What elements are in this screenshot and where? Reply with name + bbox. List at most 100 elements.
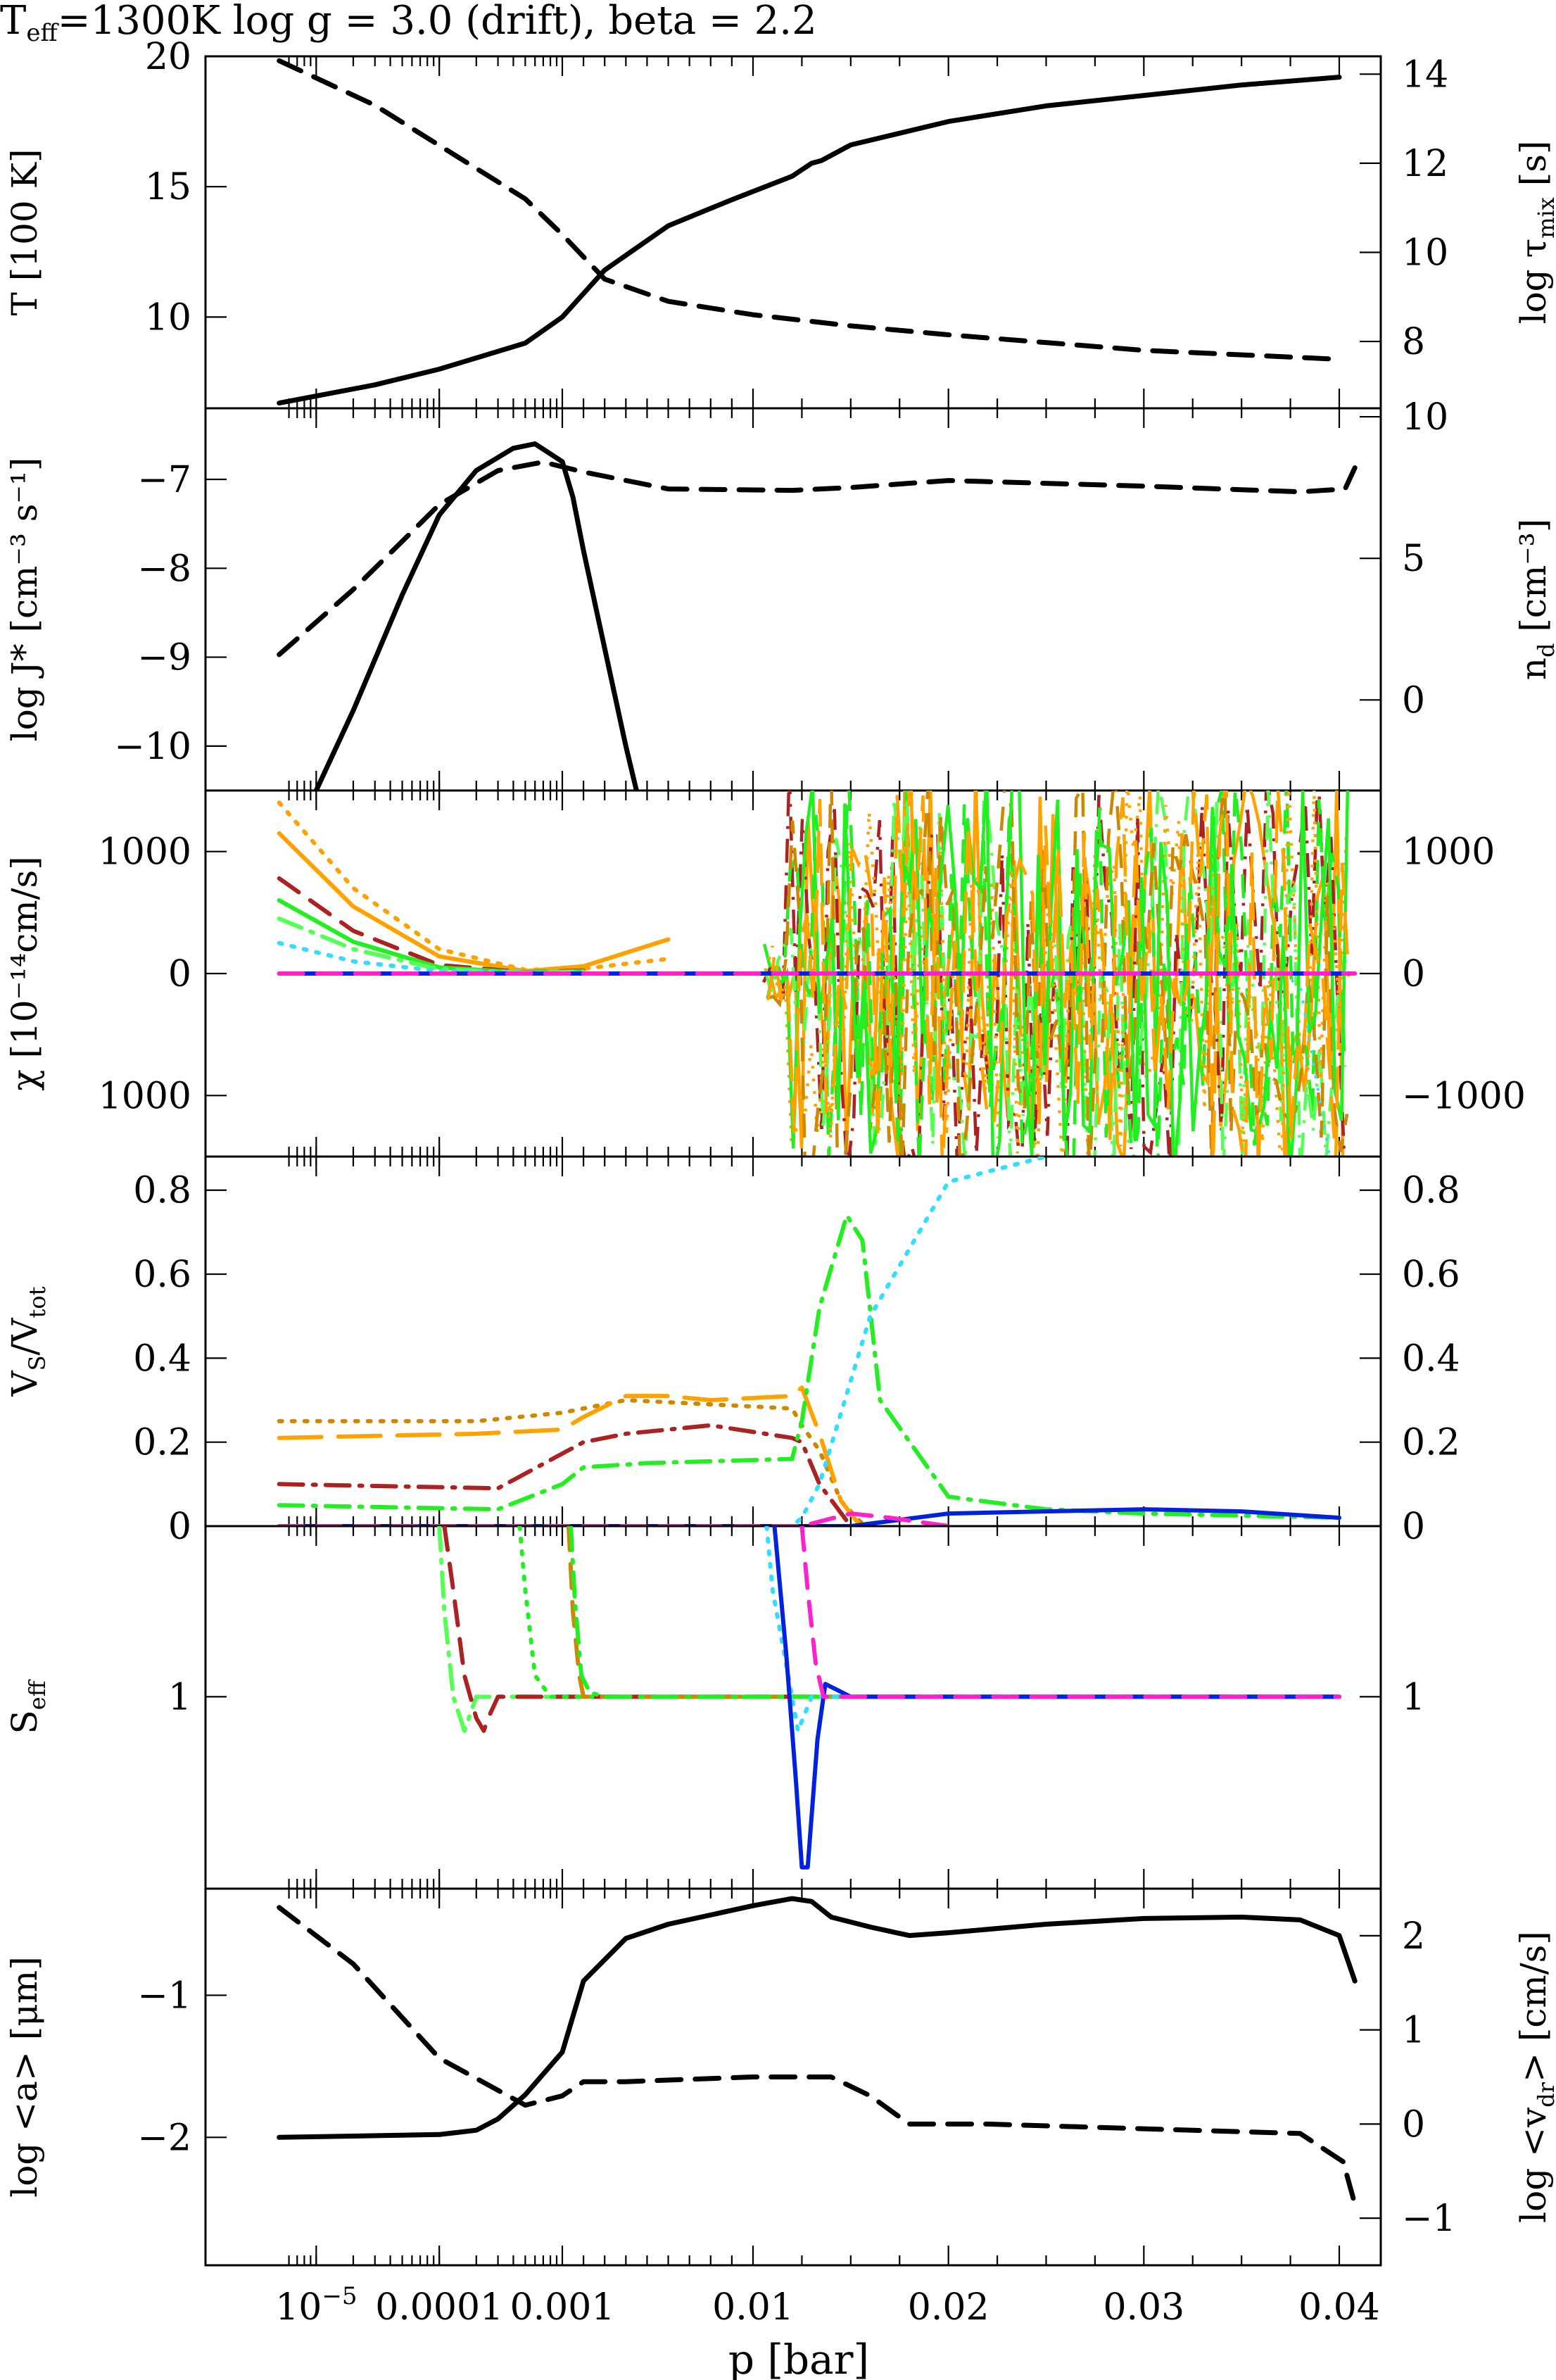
panel-6: −1 −2 2 1 0 −1 log <a> [μm] log <vdr> [cm/s] — [4, 1887, 1556, 2267]
y-right-tick-label: 0.4 — [1402, 1337, 1460, 1380]
y-right-tick-label: 8 — [1402, 321, 1425, 363]
y-left-tick-label: −9 — [137, 637, 191, 679]
y-left-axis-label: T [100 K] — [4, 149, 45, 316]
y-right-tick-label: 10 — [1402, 232, 1448, 274]
y-right-tick-label: 1000 — [1402, 831, 1495, 874]
y-left-tick-label: 10 — [145, 296, 191, 339]
x-tick-label: 0.0001 — [375, 2286, 503, 2329]
y-right-tick-label: 2 — [1402, 1915, 1425, 1958]
y-left-tick-label: 0.2 — [133, 1422, 191, 1464]
y-right-tick-label: 14 — [1402, 53, 1448, 96]
series-line — [277, 58, 1342, 362]
y-left-tick-label: 0 — [168, 1506, 191, 1548]
y-right-tick-label: 0 — [1402, 2103, 1425, 2146]
x-tick-label: 0.04 — [1298, 2286, 1380, 2329]
y-left-axis-label: Seff — [4, 1679, 51, 1734]
series-line — [277, 1507, 1341, 1526]
noise-series-line — [766, 791, 1351, 1157]
x-tick-label: 0.03 — [1103, 2286, 1184, 2329]
y-right-tick-label: 1 — [1402, 1676, 1425, 1718]
panel-4: 0 0.2 0.4 0.6 0.8 0 0.2 0.4 0.6 0.8 VS/Vtot — [4, 1155, 1460, 1548]
y-left-axis-label: VS/Vtot — [4, 1286, 51, 1397]
y-left-tick-label: 1000 — [99, 831, 191, 874]
x-tick-labels: 10−5 0.0001 0.001 0.01 0.02 0.03 0.04 — [275, 2282, 1380, 2329]
panel-frame — [204, 1887, 1382, 2267]
y-left-tick-label: −2 — [137, 2117, 191, 2159]
y-left-tick-label: −8 — [137, 548, 191, 590]
panel-frame — [204, 407, 1382, 792]
y-right-tick-label: 0.6 — [1402, 1254, 1460, 1296]
series-line — [645, 1157, 1049, 1526]
figure-title: Teff=1300K log g = 3.0 (drift), beta = 2… — [0, 0, 817, 47]
y-left-axis-label: log <a> [μm] — [4, 1956, 45, 2197]
y-left-tick-label: −10 — [114, 726, 191, 768]
series-line — [277, 831, 671, 974]
x-tick-label: 0.01 — [712, 2286, 794, 2329]
y-left-tick-label: 20 — [145, 36, 191, 78]
series-line — [277, 75, 1342, 406]
y-left-tick-label: 1 — [168, 1676, 191, 1718]
series-line — [567, 1526, 1341, 1699]
y-left-tick-label: 1000 — [99, 1075, 191, 1117]
y-right-axis-label: log <vdr> [cm/s] — [1513, 1931, 1556, 2223]
series-line — [569, 1526, 1341, 1699]
y-right-tick-label: 0 — [1402, 953, 1425, 995]
y-right-tick-label: 10 — [1402, 396, 1448, 439]
y-left-tick-label: 15 — [145, 166, 191, 208]
y-right-axis-label: nd [cm⁻³] — [1513, 519, 1556, 680]
series-line — [313, 441, 639, 791]
y-left-tick-label: 0.6 — [133, 1254, 191, 1296]
y-right-tick-label: −1000 — [1402, 1075, 1526, 1117]
series-line — [442, 1526, 1341, 1733]
panel-frame — [204, 1155, 1382, 1528]
y-right-tick-label: 12 — [1402, 143, 1448, 185]
panel-3: 1000 0 1000 1000 0 −1000 χ [10⁻¹⁴cm/s] — [4, 789, 1526, 1158]
y-left-tick-label: 0 — [168, 953, 191, 995]
noise-series-line — [766, 791, 1349, 1157]
y-right-axis-label: log τmix [s] — [1513, 141, 1556, 325]
x-tick-label: 0.02 — [908, 2286, 989, 2329]
series-line — [277, 940, 564, 976]
series-line — [764, 1526, 1341, 1733]
panel-1: 10 15 20 8 10 12 14 T [100 K] log τmix [s] — [4, 36, 1556, 410]
y-right-tick-label: 0.8 — [1402, 1170, 1460, 1212]
noise-series-line — [766, 791, 1350, 1157]
x-axis-label: p [bar] — [728, 2336, 869, 2380]
series-line — [277, 1423, 853, 1526]
y-left-axis-label: χ [10⁻¹⁴cm/s] — [4, 856, 45, 1090]
series-line — [799, 1526, 1341, 1699]
series-line — [277, 459, 1358, 657]
series-line — [277, 1385, 863, 1526]
y-right-tick-label: 0 — [1402, 679, 1425, 722]
series-line — [277, 917, 586, 975]
panel-frame — [204, 1525, 1382, 1890]
noise-series-line — [764, 791, 1348, 1157]
series-line — [517, 1526, 1341, 1699]
series-line — [277, 1398, 883, 1526]
panel-2: −7 −8 −9 −10 10 5 0 log J* [cm⁻³ s⁻¹] nd [cm⁻³] — [4, 396, 1556, 792]
y-left-tick-label: −1 — [137, 1975, 191, 2017]
y-right-tick-label: 5 — [1402, 538, 1425, 580]
series-line — [772, 1526, 1341, 1870]
panel-5: 1 1 Seff — [4, 1525, 1425, 1890]
x-tick-label: 10−5 — [275, 2282, 357, 2329]
y-left-tick-label: 0.4 — [133, 1337, 191, 1380]
series-line — [277, 1905, 1358, 2207]
y-left-tick-label: −7 — [137, 459, 191, 501]
series-line — [277, 1511, 951, 1526]
y-right-tick-label: −1 — [1402, 2198, 1456, 2240]
y-right-tick-label: 0.2 — [1402, 1422, 1460, 1464]
x-tick-label: 0.001 — [510, 2286, 615, 2329]
noise-series-line — [764, 791, 1347, 1157]
y-right-tick-label: 0 — [1402, 1506, 1425, 1548]
series-line — [277, 1896, 1358, 2140]
series-line — [277, 1213, 1341, 1520]
y-right-tick-label: 1 — [1402, 2010, 1425, 2052]
y-left-axis-label: log J* [cm⁻³ s⁻¹] — [4, 458, 45, 742]
noise-series-line — [761, 791, 1345, 1157]
series-line — [437, 1526, 1341, 1733]
series-line — [277, 800, 671, 972]
y-left-tick-label: 0.8 — [133, 1170, 191, 1212]
